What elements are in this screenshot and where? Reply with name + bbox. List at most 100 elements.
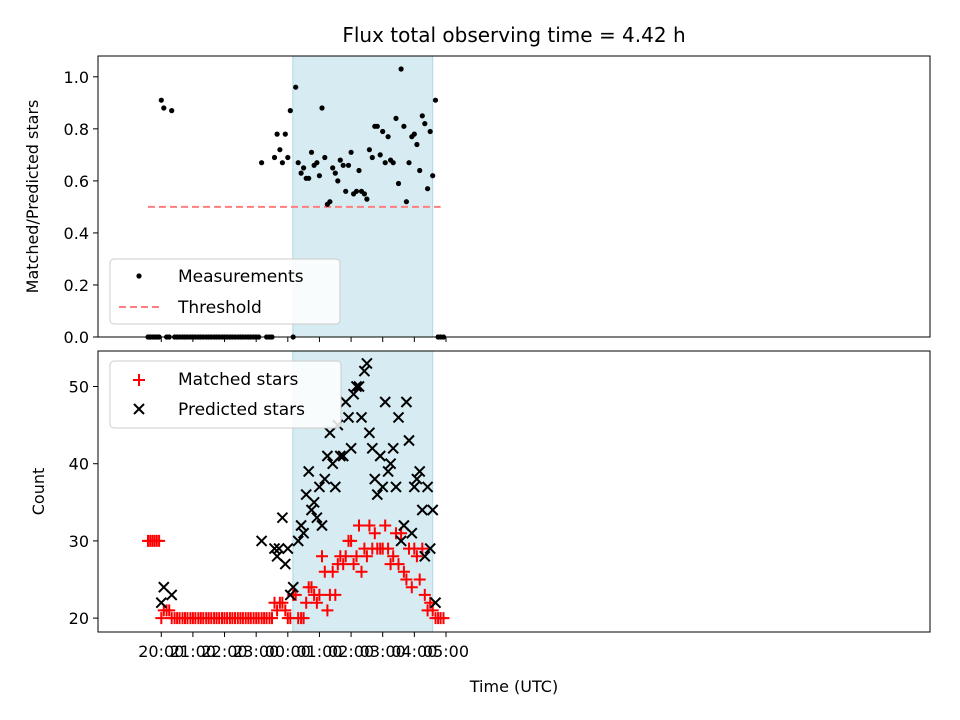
predicted-point: [155, 596, 168, 609]
matched-point: [347, 558, 360, 571]
matched-point: [387, 550, 400, 563]
measurement-point: [361, 191, 367, 197]
matched-point: [379, 519, 392, 532]
predicted-point: [350, 380, 363, 393]
predicted-point: [400, 396, 413, 408]
predicted-point: [273, 542, 285, 555]
measurement-point: [393, 115, 399, 121]
predicted-point: [416, 504, 429, 516]
measurement-point: [398, 66, 404, 72]
ratio-panel-frame: [97, 55, 931, 338]
predicted-point: [390, 481, 402, 493]
predicted-point: [379, 396, 391, 408]
predicted-point: [284, 589, 297, 601]
measurement-point: [414, 141, 420, 148]
x-tick-label: 00:00: [265, 642, 311, 661]
measurement-point: [385, 134, 391, 140]
measurement-point: [279, 160, 285, 166]
measurement-point: [285, 154, 291, 161]
matched-point: [321, 604, 334, 617]
predicted-point: [292, 535, 304, 547]
measurement-point: [295, 160, 301, 166]
predicted-point: [374, 450, 386, 462]
measurement-point: [406, 160, 412, 166]
measurement-point: [316, 173, 322, 179]
ratio-panel-y-axis-label: Matched/Predicted stars: [23, 100, 42, 294]
x-tick-label: 04:00: [391, 642, 437, 661]
y-tick-label: 40: [69, 455, 89, 474]
measurement-point: [335, 178, 341, 184]
predicted-point: [355, 411, 368, 424]
measurement-point: [293, 84, 299, 90]
measurement-point: [417, 167, 423, 174]
measurement-point: [274, 131, 280, 137]
ratio-panel-x-ticks: [160, 337, 447, 342]
y-tick-label: 0.6: [64, 172, 89, 191]
predicted-point: [347, 388, 360, 400]
matched-point: [279, 604, 292, 617]
matched-point: [355, 565, 368, 578]
ratio-panel-y-ticks: 0.0 0.2 0.4 0.6 0.8 1.0: [64, 68, 98, 347]
measurement-point: [380, 128, 386, 135]
y-tick-label: 50: [69, 378, 89, 397]
count-panel-y-ticks: 20 30 40 50: [69, 378, 98, 628]
measurement-point: [411, 131, 417, 137]
y-tick-label: 20: [69, 609, 89, 628]
matched-point: [353, 519, 365, 532]
x-axis-label: Time (UTC): [469, 677, 558, 696]
y-tick-label: 1.0: [64, 68, 89, 87]
measurement-point: [364, 196, 370, 202]
measurement-point: [314, 160, 320, 166]
measurement-point: [366, 147, 372, 153]
predicted-point: [403, 434, 415, 447]
y-tick-label: 0.4: [64, 224, 89, 243]
x-tick-label: 21:00: [170, 642, 216, 661]
matched-point: [405, 581, 418, 594]
measurement-point: [430, 173, 436, 179]
measurement-point: [277, 147, 283, 153]
measurement-point: [161, 105, 167, 111]
predicted-point: [426, 504, 439, 516]
measurement-point: [301, 165, 307, 171]
predicted-point: [311, 511, 323, 524]
ratio-panel-legend: Measurements Threshold: [109, 258, 341, 325]
matched-point: [410, 550, 423, 563]
matched-point: [313, 588, 326, 601]
matched-point: [276, 596, 289, 609]
matched-point: [297, 612, 310, 625]
legend-predicted-marker: [133, 403, 145, 415]
measurement-point: [271, 154, 278, 161]
legend-matched-marker: [133, 374, 145, 386]
predicted-point: [363, 427, 376, 439]
matched-point: [360, 550, 373, 563]
measurement-point: [401, 123, 407, 129]
predicted-point: [282, 542, 294, 555]
measurement-point: [374, 123, 380, 129]
matched-point: [305, 581, 318, 594]
measurement-point: [343, 188, 349, 194]
matched-point: [310, 596, 323, 609]
predicted-point: [295, 519, 307, 532]
x-tick-label: 02:00: [328, 642, 374, 661]
predicted-point: [421, 481, 434, 493]
x-tick-label: 05:00: [423, 642, 469, 661]
measurement-point: [306, 175, 312, 181]
matched-point: [437, 612, 450, 625]
measurement-point: [427, 128, 433, 135]
measurement-point: [395, 180, 402, 187]
predicted-point: [353, 380, 365, 393]
predicted-point: [297, 527, 310, 539]
count-panel-legend-box: [109, 360, 342, 429]
ratio-panel: 0.0 0.2 0.4 0.6 0.8 1.0 Flux total observing …: [23, 23, 931, 347]
predicted-point: [321, 450, 334, 462]
measurement-point: [327, 199, 333, 205]
chart-title: Flux total observing time = 4.42 h: [342, 23, 685, 47]
predicted-point: [329, 481, 342, 493]
measurement-point: [332, 170, 338, 176]
predicted-point: [382, 465, 394, 478]
predicted-point: [376, 481, 389, 493]
predicted-point: [334, 450, 347, 462]
x-tick-label: 20:00: [138, 642, 184, 661]
